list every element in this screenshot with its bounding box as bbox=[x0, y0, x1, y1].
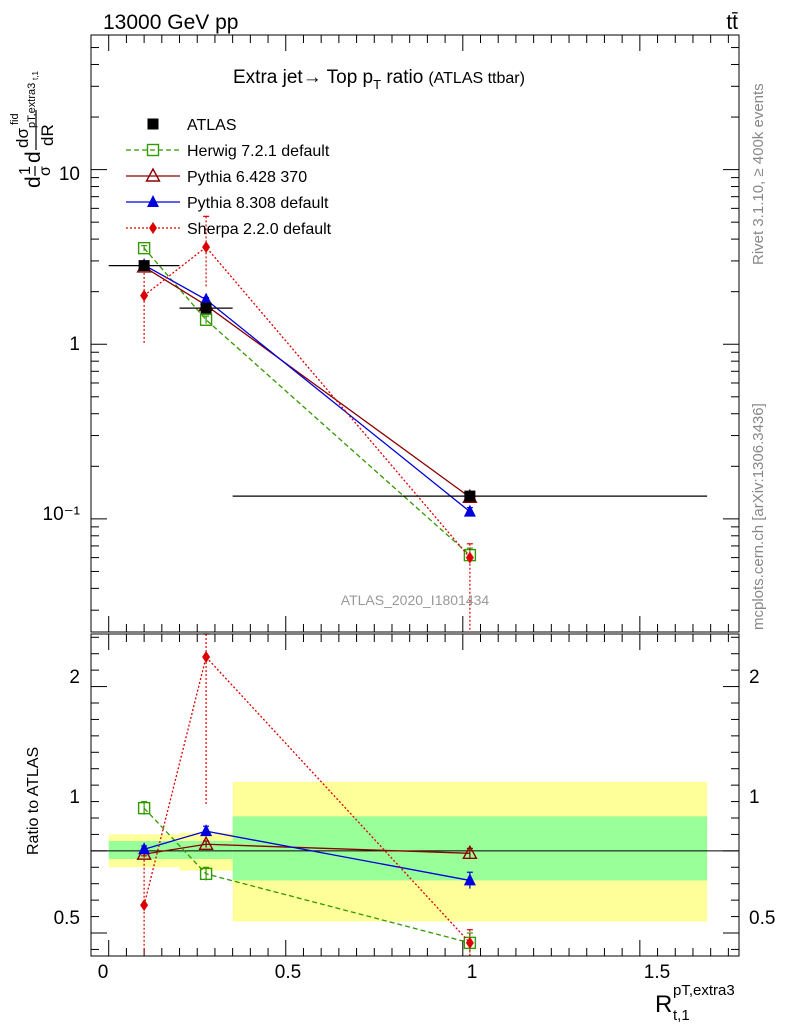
ratio-plot-area: 2 1 0.5 2 1 0.5 0 0.5 1 1.5 Ratio to ATL… bbox=[25, 633, 775, 1024]
ylabel-one: 1 bbox=[17, 166, 34, 175]
point-atlas bbox=[138, 260, 150, 272]
main-series-group bbox=[108, 215, 708, 632]
series-sherpa-2-2-0-default bbox=[140, 633, 474, 956]
legend-label: Pythia 6.428 370 bbox=[187, 169, 307, 186]
point-herwig-7-2-1-default bbox=[199, 867, 213, 881]
ratio-y-axis-label: Ratio to ATLAS bbox=[25, 747, 42, 855]
series-sherpa-2-2-0-default bbox=[140, 215, 474, 632]
ylabel-sigma: σ bbox=[37, 166, 54, 176]
ylabel-dr: dR bbox=[38, 124, 57, 146]
series-pythia-8-308-default bbox=[138, 824, 476, 889]
mcplots-label: mcplots.cern.ch [arXiv:1306.3436] bbox=[750, 403, 767, 630]
point-sherpa-2-2-0-default bbox=[465, 551, 474, 564]
series-herwig-7-2-1-default bbox=[137, 800, 477, 953]
legend-label: Sherpa 2.2.0 default bbox=[187, 221, 332, 238]
series-line-sherpa-2-2-0-default bbox=[143, 246, 471, 559]
x-axis-label: R pT,extra3 t,1 bbox=[655, 982, 735, 1024]
point-pythia-8-308-default bbox=[463, 873, 476, 886]
legend-item-herwig-7-2-1-default: Herwig 7.2.1 default bbox=[126, 143, 330, 160]
legend-item-pythia-8-308-default: Pythia 8.308 default bbox=[126, 195, 329, 212]
ylabel-fid: fid bbox=[9, 113, 21, 125]
point-pythia-8-308-default bbox=[463, 504, 476, 517]
point-pythia-8-308-default bbox=[138, 842, 151, 855]
ylabel-d: d bbox=[22, 176, 45, 188]
point-sherpa-2-2-0-default bbox=[202, 241, 211, 254]
main-plot-area: 10 1 10⁻¹ Extra jet→ Top pT ratio (ATLAS … bbox=[9, 34, 740, 633]
main-y-tick-label-0.1: 10⁻¹ bbox=[43, 504, 81, 525]
legend-marker bbox=[145, 167, 161, 182]
legend-marker bbox=[147, 195, 159, 207]
legend-label: ATLAS bbox=[187, 117, 237, 134]
xlabel-r: R bbox=[655, 991, 672, 1018]
ylabel-d2: d bbox=[22, 151, 45, 163]
ratio-uncertainty-bands bbox=[108, 781, 708, 922]
point-sherpa-2-2-0-default bbox=[202, 651, 211, 663]
analysis-id-label: ATLAS_2020_I1801434 bbox=[341, 592, 490, 608]
point-pythia-8-308-default bbox=[200, 824, 213, 837]
point-atlas bbox=[464, 490, 476, 502]
title-tail: ratio bbox=[381, 67, 423, 88]
point-sherpa-2-2-0-default bbox=[140, 289, 149, 302]
ratio-y-tick-label-1-right: 1 bbox=[749, 787, 760, 808]
main-title: Extra jet→ Top pT ratio (ATLAS ttbar) bbox=[233, 67, 525, 92]
x-tick-label-1: 1 bbox=[467, 962, 478, 983]
ratio-series-group bbox=[136, 633, 478, 956]
main-frame bbox=[90, 34, 740, 633]
ratio-y-tick-label-0.5-right: 0.5 bbox=[749, 908, 775, 929]
process-label: tt̄ bbox=[726, 11, 738, 34]
ratio-y-tick-label-2-left: 2 bbox=[69, 667, 80, 688]
ratio-frame bbox=[90, 633, 740, 957]
point-sherpa-2-2-0-default bbox=[465, 936, 474, 949]
legend-item-atlas: ATLAS bbox=[147, 117, 237, 134]
ylabel-subsub: t,1 bbox=[31, 71, 40, 80]
ylabel-sub: pT,extra3 bbox=[26, 83, 38, 128]
ratio-y-tick-label-2-right: 2 bbox=[749, 667, 760, 688]
series-line-sherpa-2-2-0-default bbox=[143, 655, 471, 944]
point-pythia-8-308-default bbox=[200, 292, 213, 305]
main-y-tick-label-10: 10 bbox=[59, 164, 80, 185]
legend-marker bbox=[149, 222, 157, 234]
title-main: Extra jet bbox=[233, 67, 303, 88]
series-line-herwig-7-2-1-default bbox=[143, 247, 471, 556]
point-herwig-7-2-1-default bbox=[137, 801, 151, 815]
legend-label: Herwig 7.2.1 default bbox=[187, 143, 330, 160]
main-y-tick-label-1: 1 bbox=[69, 334, 80, 355]
energy-label: 13000 GeV pp bbox=[103, 11, 238, 34]
point-pythia-6-428-370 bbox=[198, 835, 214, 850]
title-mid: Top p bbox=[322, 67, 373, 88]
title-arrow: → bbox=[303, 67, 322, 88]
main-y-axis-label: d 1 σ d dσ fid pT,extra3 t,1 dR bbox=[9, 71, 57, 188]
main-y-ticks bbox=[91, 47, 739, 611]
legend-label: Pythia 8.308 default bbox=[187, 195, 329, 212]
legend-marker bbox=[147, 118, 159, 130]
svg-text:d: d bbox=[22, 176, 45, 188]
x-tick-label-0.5: 0.5 bbox=[275, 962, 301, 983]
legend-marker bbox=[146, 143, 160, 157]
ratio-y-tick-label-0.5-left: 0.5 bbox=[54, 908, 80, 929]
main-x-ticks bbox=[108, 35, 729, 632]
point-sherpa-2-2-0-default bbox=[140, 899, 149, 912]
point-pythia-6-428-370 bbox=[462, 844, 478, 860]
ylabel-dsigma: dσ bbox=[13, 128, 32, 148]
point-herwig-7-2-1-default bbox=[199, 313, 213, 327]
inner-band bbox=[179, 841, 233, 860]
series-line-pythia-8-308-default bbox=[143, 264, 471, 513]
title-note: (ATLAS ttbar) bbox=[428, 70, 525, 87]
legend-item-sherpa-2-2-0-default: Sherpa 2.2.0 default bbox=[126, 221, 332, 238]
point-herwig-7-2-1-default bbox=[137, 241, 151, 255]
series-line-pythia-6-428-370 bbox=[143, 266, 471, 498]
legend-item-pythia-6-428-370: Pythia 6.428 370 bbox=[126, 167, 307, 186]
series-atlas bbox=[108, 260, 708, 502]
x-tick-label-1.5: 1.5 bbox=[644, 962, 670, 983]
rivet-label: Rivet 3.1.10, ≥ 400k events bbox=[750, 83, 767, 265]
xlabel-sup: pT,extra3 bbox=[673, 982, 735, 999]
legend: ATLAS Herwig 7.2.1 default Pythia 6.428 37… bbox=[126, 117, 332, 238]
xlabel-sub: t,1 bbox=[673, 1007, 690, 1024]
ratio-y-tick-label-1-left: 1 bbox=[69, 787, 80, 808]
series-pythia-8-308-default bbox=[138, 258, 476, 517]
x-tick-label-0: 0 bbox=[98, 962, 109, 983]
title-sub: T bbox=[373, 77, 381, 92]
point-atlas bbox=[200, 302, 212, 314]
